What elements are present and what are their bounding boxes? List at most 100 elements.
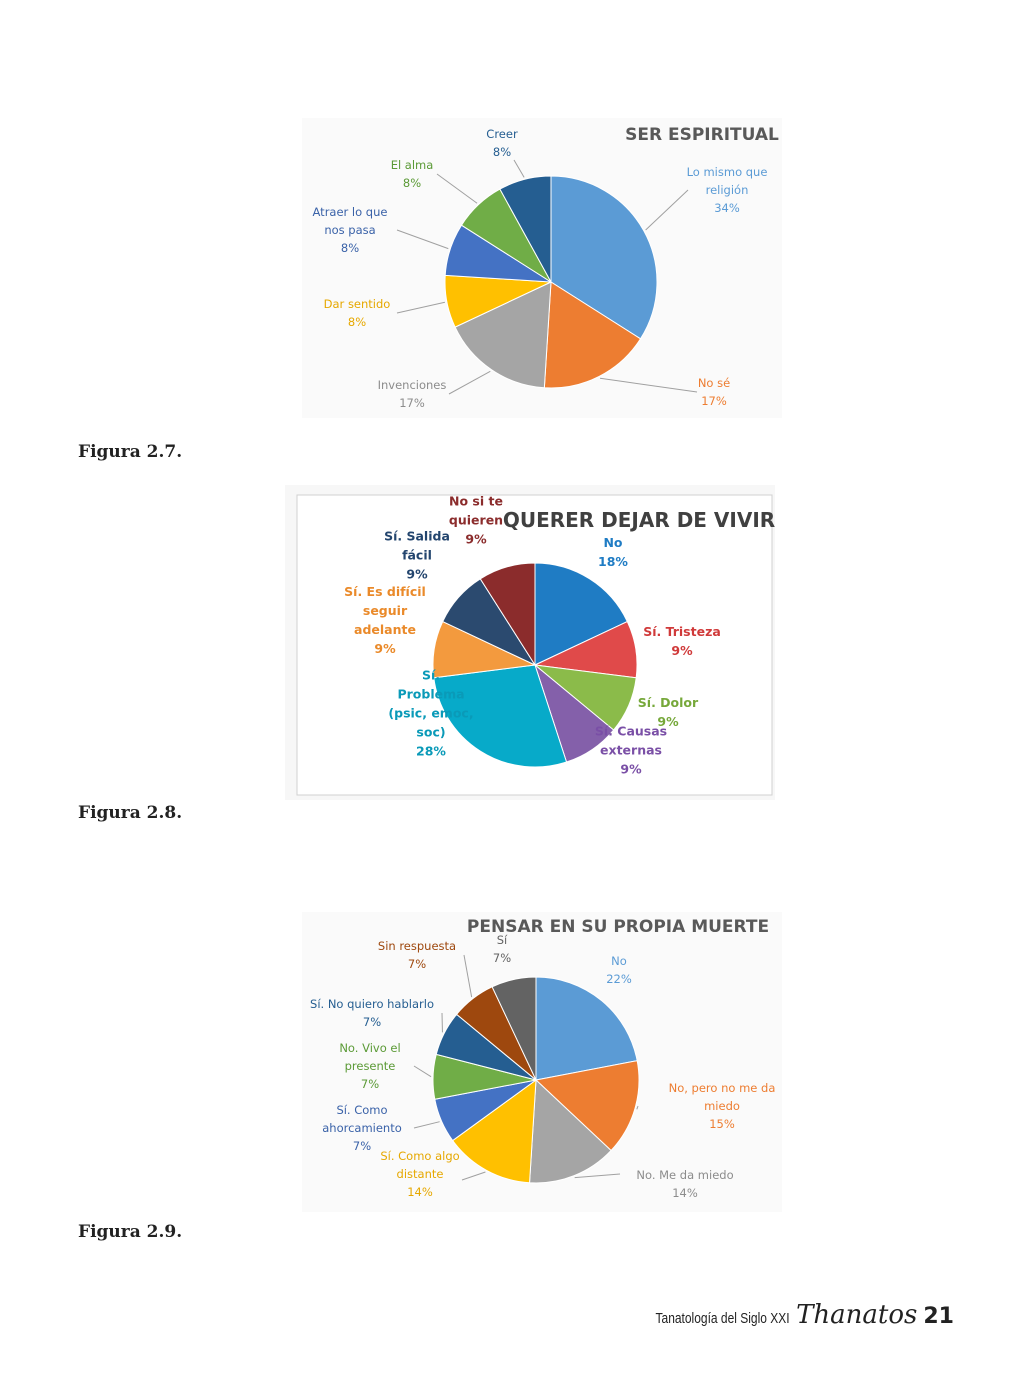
slice-label-lo-mismo-que-religion: Lo mismo que religión 34% <box>687 165 768 215</box>
figure-caption-2-8: Figura 2.8. <box>78 803 183 823</box>
slice-label-line: Sí. Causas <box>595 723 667 738</box>
slice-label-creer: Creer 8% <box>486 127 518 159</box>
slice-label-line: Atraer lo que <box>313 205 388 219</box>
leader-line <box>448 370 491 395</box>
leader-line <box>513 159 525 178</box>
slice-label-dar-sentido: Dar sentido 8% <box>324 297 391 329</box>
pie-slices <box>432 976 640 1184</box>
pie-slice-si-problema-psic-emoc-soc <box>433 664 568 768</box>
slice-label-line: Sí. Salida <box>384 528 450 543</box>
slice-label-line: adelante <box>354 622 416 637</box>
pie-slice-creer <box>499 175 552 283</box>
slice-label-si: Sí 7% <box>493 933 511 965</box>
slice-label-si-es-dificil-seguir-adelante: Sí. Es difícil seguir adelante 9% <box>344 584 426 656</box>
slice-label-si-como-ahorcamiento: Sí. Como ahorcamiento 7% <box>322 1103 402 1153</box>
pie-slice-lo-mismo-que-religion <box>550 175 658 340</box>
pie-slice-no-me-da-miedo <box>529 1078 612 1184</box>
slice-percent: 22% <box>606 972 632 986</box>
slice-percent: 34% <box>714 201 740 215</box>
pie-slice-no <box>535 976 638 1081</box>
figure-caption-2-7: Figura 2.7. <box>78 442 183 462</box>
slice-label-line: Dar sentido <box>324 297 391 311</box>
slice-label-atraer-lo-que-nos-pasa: Atraer lo que nos pasa 8% <box>313 205 388 255</box>
slice-label-no-se: No sé 17% <box>698 376 730 408</box>
pie-slice-si-como-algo-distante <box>451 1078 537 1184</box>
slice-label-line: El alma <box>391 158 434 172</box>
slice-percent: 7% <box>353 1139 371 1153</box>
slice-percent: 7% <box>408 957 426 971</box>
slice-label-sin-respuesta: Sin respuesta 7% <box>378 939 456 971</box>
figure-caption-2-9: Figura 2.9. <box>78 1222 183 1242</box>
slice-label-si-problema-psic-emoc-soc: Sí. Problema (psic, emoc, soc) 28% <box>388 667 473 758</box>
slice-percent: 8% <box>348 315 366 329</box>
pie-slice-si <box>491 976 537 1081</box>
slice-percent: 9% <box>671 643 693 658</box>
pie-slices <box>432 562 638 768</box>
slice-label-line: No <box>611 954 627 968</box>
slice-label-si-como-algo-distante: Sí. Como algo distante 14% <box>380 1149 459 1199</box>
slice-label-line: No. Me da miedo <box>636 1168 733 1182</box>
pie-slice-no <box>534 562 628 666</box>
slice-label-line: Lo mismo que <box>687 165 768 179</box>
slice-percent: 7% <box>493 951 511 965</box>
slice-label-line: religión <box>706 183 749 197</box>
slice-percent: 9% <box>406 566 428 581</box>
slice-label-no-vivo-el-presente: No. Vivo el presente 7% <box>339 1041 400 1091</box>
leader-line <box>396 229 449 250</box>
slice-label-line: Invenciones <box>378 378 447 392</box>
slice-percent: 8% <box>403 176 421 190</box>
slice-label-no: No 22% <box>606 954 632 986</box>
slice-label-line: No si te <box>449 493 503 508</box>
page-number: 21 <box>923 1304 954 1329</box>
pie-chart-ser-espiritual: SER ESPIRITUAL Lo mismo que religión 34% No… <box>302 118 782 418</box>
slice-label-si-causas-externas: Sí. Causas externas 9% <box>595 723 667 776</box>
slice-percent: 14% <box>407 1185 433 1199</box>
slice-percent: 9% <box>465 531 487 546</box>
pie-slice-no-pero-no-me-da-miedo <box>534 1060 640 1152</box>
slice-label-si-salida-facil: Sí. Salida fácil 9% <box>384 528 450 581</box>
slice-label-si-dolor: Sí. Dolor 9% <box>638 695 699 729</box>
slice-label-line: quieren <box>449 512 503 527</box>
slice-percent: 14% <box>672 1186 698 1200</box>
slice-percent: 8% <box>341 241 359 255</box>
slice-percent: 7% <box>363 1015 381 1029</box>
slice-label-line: Sí. No quiero hablarlo <box>310 997 434 1011</box>
pie-slice-no-si-te-quieren <box>479 562 536 667</box>
leader-line <box>574 1173 621 1179</box>
slice-label-line: Sí. Como algo <box>380 1149 459 1163</box>
leader-line <box>463 954 473 998</box>
slice-percent: 17% <box>399 396 425 410</box>
slice-label-line: seguir <box>363 603 408 618</box>
slice-percent: 7% <box>361 1077 379 1091</box>
slice-label-line: miedo <box>704 1099 740 1113</box>
chart-title: SER ESPIRITUAL <box>625 125 779 145</box>
slice-label-line: fácil <box>402 547 432 562</box>
leader-line <box>461 1171 486 1181</box>
leader-line <box>645 189 689 231</box>
slice-label-invenciones: Invenciones 17% <box>378 378 447 410</box>
slice-percent: 28% <box>416 743 446 758</box>
pie-chart-pensar-en-su-propia-muerte: PENSAR EN SU PROPIA MUERTE No 22% No, pero… <box>302 912 782 1212</box>
slice-percent: 8% <box>493 145 511 159</box>
slice-percent: 17% <box>701 394 727 408</box>
slice-label-line: distante <box>397 1167 444 1181</box>
slice-percent: 15% <box>709 1117 735 1131</box>
slice-label-el-alma: El alma 8% <box>391 158 434 190</box>
slice-label-no-pero-no-me-da-miedo: No, pero no me da miedo 15% <box>669 1081 776 1131</box>
slice-percent: 9% <box>374 641 396 656</box>
slice-label-line: Sí. Es difícil <box>344 584 426 599</box>
slice-label-line: nos pasa <box>324 223 375 237</box>
pie-labels: No 22% No, pero no me da miedo 15% No. Me da … <box>310 933 775 1200</box>
leader-line <box>436 173 478 204</box>
slice-label-line: Sí <box>497 933 508 947</box>
leader-line <box>413 1121 440 1129</box>
slice-label-line: Sí. <box>422 667 440 682</box>
pie-labels: No 18%Sí. Tristeza 9%Sí. Dolor 9%Sí. Causas… <box>344 493 721 776</box>
leader-line <box>636 1105 639 1110</box>
slice-label-line: presente <box>345 1059 396 1073</box>
chart-title: QUERER DEJAR DE VIVIR <box>503 508 775 532</box>
slice-percent: 9% <box>657 714 679 729</box>
slice-label-line: (psic, emoc, <box>388 705 473 720</box>
slice-label-line: externas <box>600 742 662 757</box>
pie-slices <box>444 175 658 389</box>
